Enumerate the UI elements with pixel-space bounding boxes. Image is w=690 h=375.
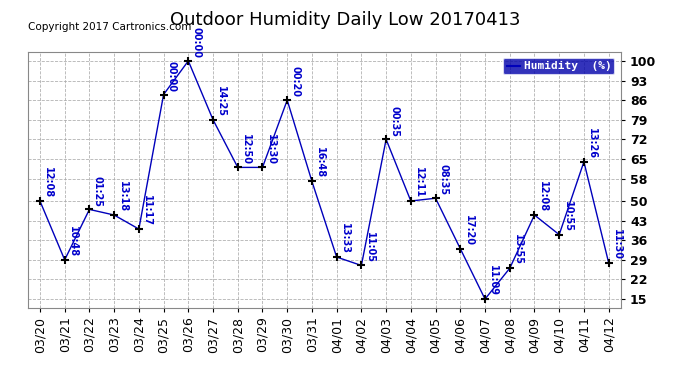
Text: 01:25: 01:25 (92, 176, 103, 207)
Text: 10:48: 10:48 (68, 226, 78, 257)
Text: 11:05: 11:05 (365, 232, 375, 263)
Text: 13:30: 13:30 (266, 134, 276, 165)
Text: 13:55: 13:55 (513, 234, 523, 266)
Text: 00:00: 00:00 (167, 61, 177, 92)
Text: Outdoor Humidity Daily Low 20170413: Outdoor Humidity Daily Low 20170413 (170, 11, 520, 29)
Text: 00:20: 00:20 (290, 66, 301, 98)
Text: 12:08: 12:08 (43, 167, 53, 198)
Text: 16:48: 16:48 (315, 147, 325, 178)
Text: 10:55: 10:55 (562, 201, 573, 232)
Text: 13:26: 13:26 (587, 128, 598, 159)
Text: Copyright 2017 Cartronics.com: Copyright 2017 Cartronics.com (28, 22, 191, 32)
Text: 00:00: 00:00 (192, 27, 201, 58)
Text: 12:50: 12:50 (241, 134, 251, 165)
Text: 08:35: 08:35 (439, 164, 449, 195)
Text: 11:09: 11:09 (489, 266, 498, 296)
Text: 13:33: 13:33 (340, 223, 350, 254)
Text: 13:18: 13:18 (117, 181, 128, 212)
Text: 17:20: 17:20 (464, 215, 473, 246)
Text: 11:17: 11:17 (142, 195, 152, 226)
Text: 12:11: 12:11 (414, 167, 424, 198)
Text: 00:35: 00:35 (389, 106, 400, 136)
Text: 14:25: 14:25 (217, 86, 226, 117)
Text: 11:30: 11:30 (612, 229, 622, 260)
Text: 12:08: 12:08 (538, 181, 548, 212)
Legend: Humidity  (%): Humidity (%) (503, 58, 615, 75)
